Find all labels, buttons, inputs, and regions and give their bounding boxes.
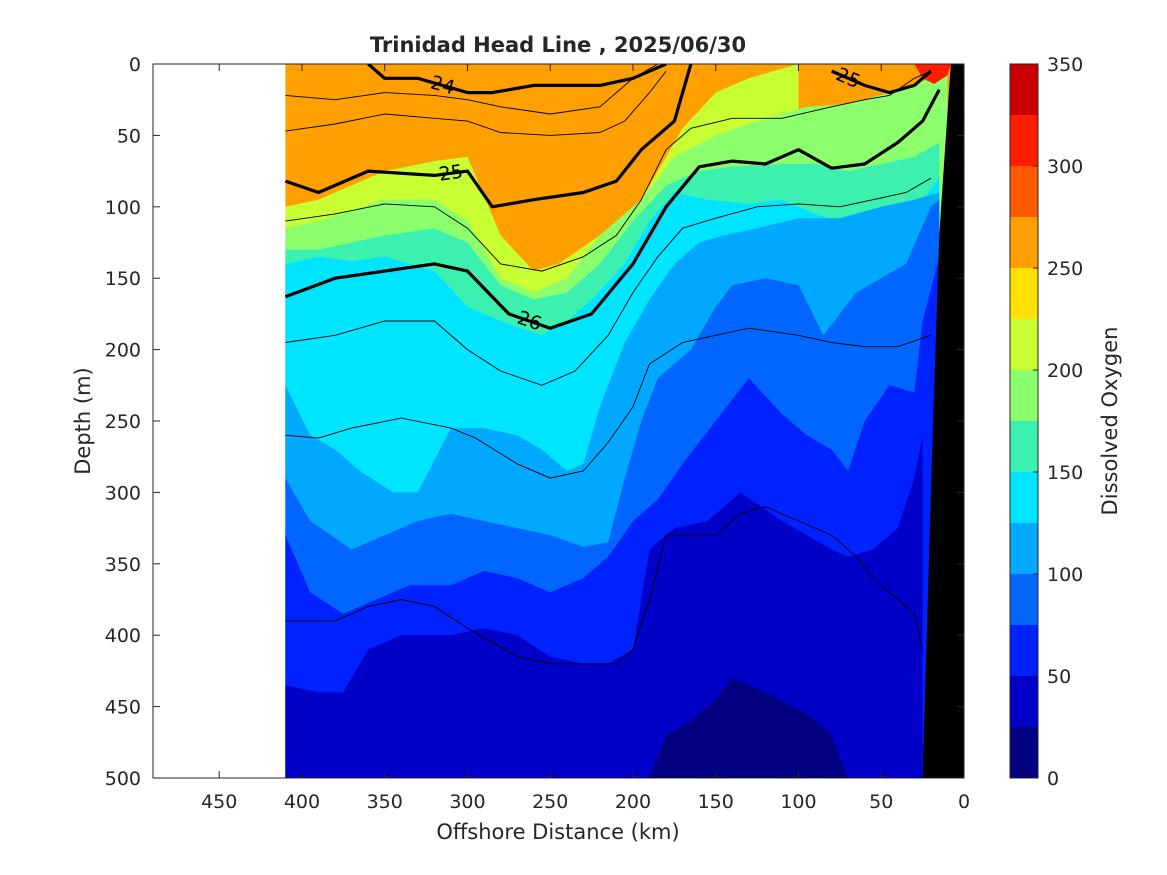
density-contour-label: 25: [438, 161, 465, 186]
y-tick-label: 50: [117, 125, 141, 147]
oxygen-fill-coastal-high: [914, 64, 951, 84]
density-contours-labeled: [284, 64, 941, 330]
density-contour-line: [285, 70, 667, 136]
x-axis-ticks: 450 400 350 300 250 200 150 100 50 0: [201, 64, 970, 813]
x-tick-label: 300: [449, 791, 485, 813]
x-tick-label: 400: [284, 791, 320, 813]
colorbar-tick-label: 250: [1047, 258, 1083, 280]
x-tick-label: 50: [869, 791, 893, 813]
colorbar-swatch: [1010, 217, 1038, 268]
density-contour-line-26: [284, 88, 941, 330]
colorbar-tick-label: 0: [1047, 768, 1059, 790]
colorbar-tick-label: 100: [1047, 564, 1083, 586]
colorbar-swatch: [1010, 115, 1038, 166]
oxygen-fill-layers: [285, 64, 964, 778]
colorbar-swatch: [1010, 166, 1038, 217]
colorbar-tick-label: 300: [1047, 156, 1083, 178]
y-tick-label: 250: [105, 411, 141, 433]
bathymetry-shading: [922, 64, 964, 778]
colorbar-swatch: [1010, 64, 1038, 115]
x-tick-label: 350: [367, 791, 403, 813]
colorbar-swatch: [1010, 676, 1038, 727]
density-contour-line: [285, 327, 932, 479]
density-contour-line: [285, 177, 932, 386]
y-tick-label: 350: [105, 554, 141, 576]
colorbar-swatch: [1010, 370, 1038, 421]
x-tick-label: 250: [532, 791, 568, 813]
density-contour-line: [285, 64, 659, 115]
colorbar-frame: [1009, 63, 1039, 779]
colorbar-swatch: [1010, 625, 1038, 676]
colorbar-tick-label: 50: [1047, 666, 1071, 688]
x-tick-label: 450: [201, 791, 237, 813]
y-tick-label: 450: [105, 697, 141, 719]
x-tick-label: 150: [698, 791, 734, 813]
colorbar-swatch: [1010, 472, 1038, 523]
colorbar-tick-label: 350: [1047, 54, 1083, 76]
colorbar-tick-label: 200: [1047, 360, 1083, 382]
density-contour-line-25: [284, 64, 693, 209]
density-contour-line: [285, 506, 924, 665]
colorbar-swatch: [1010, 319, 1038, 370]
x-axis-label: Offshore Distance (km): [436, 820, 679, 844]
colorbar-swatch: [1010, 523, 1038, 574]
x-tick-label: 200: [615, 791, 651, 813]
colorbar-swatch: [1010, 574, 1038, 625]
colorbar-swatch: [1010, 268, 1038, 319]
density-contour-line-25: [830, 69, 932, 95]
density-contour-line-24: [367, 64, 667, 95]
colorbar: 0 50 100 150 200 250 300 350: [1009, 54, 1083, 790]
density-contour-line: [285, 70, 932, 272]
y-axis-ticks: 0 50 100 150 200 250 300 350 400 450 500: [105, 54, 964, 790]
y-axis-label: Depth (m): [71, 367, 95, 474]
density-contours-unlabeled: [285, 64, 932, 665]
y-tick-label: 500: [105, 768, 141, 790]
colorbar-tick-label: 150: [1047, 462, 1083, 484]
x-tick-label: 100: [780, 791, 816, 813]
y-tick-label: 400: [105, 625, 141, 647]
oxygen-fill-below-25: [649, 678, 849, 778]
colorbar-swatch: [1010, 421, 1038, 472]
y-tick-label: 0: [129, 54, 141, 76]
chart-title: Trinidad Head Line , 2025/06/30: [370, 33, 746, 57]
colorbar-swatch: [1010, 727, 1038, 778]
colorbar-label: Dissolved Oxygen: [1098, 327, 1122, 516]
y-tick-label: 200: [105, 340, 141, 362]
x-tick-label: 0: [958, 791, 970, 813]
y-tick-label: 100: [105, 197, 141, 219]
plot-area: [284, 64, 964, 778]
y-tick-label: 300: [105, 482, 141, 504]
y-tick-label: 150: [105, 268, 141, 290]
